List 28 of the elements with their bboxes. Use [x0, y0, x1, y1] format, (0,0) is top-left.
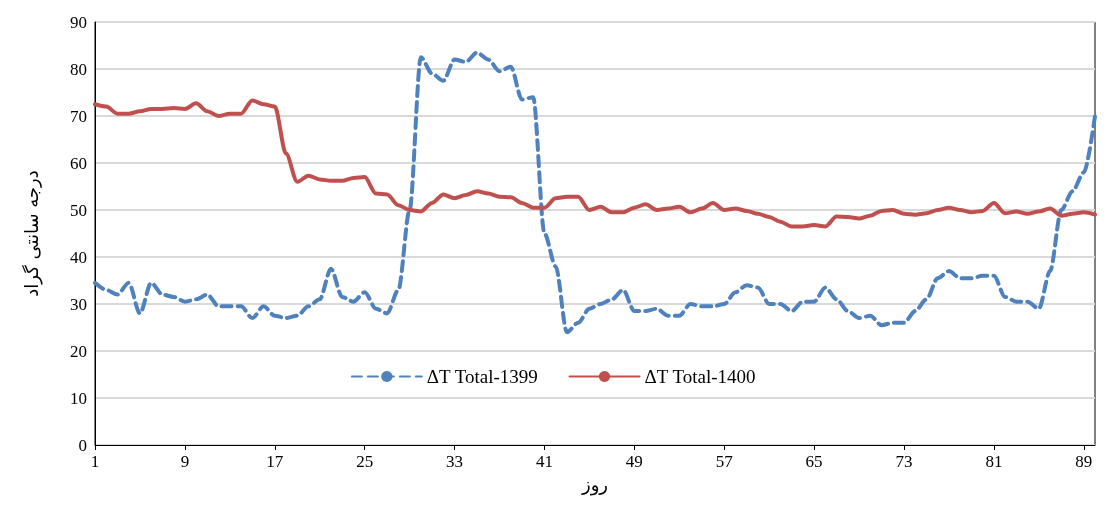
x-tick-label: 81 — [985, 452, 1003, 471]
x-tick-label: 57 — [715, 452, 734, 471]
x-tick-label: 1 — [90, 452, 100, 471]
y-tick-label: 50 — [70, 200, 87, 220]
legend-label: ΔT Total-1399 — [426, 366, 538, 387]
x-tick-label: 25 — [356, 452, 374, 471]
y-tick-label: 80 — [70, 59, 87, 79]
y-axis-title: درجه سانتی گراد — [20, 170, 43, 297]
legend-label: ΔT Total-1400 — [644, 366, 756, 387]
y-tick-label: 60 — [70, 153, 87, 173]
y-tick-label: 70 — [70, 106, 87, 126]
x-tick-label: 41 — [535, 452, 553, 471]
line-series — [93, 98, 1097, 229]
x-tick-label: 89 — [1075, 452, 1093, 471]
x-tick-label: 17 — [266, 452, 284, 471]
x-tick-label: 49 — [625, 452, 643, 471]
x-tick-label: 33 — [446, 452, 464, 471]
y-tick-label: 0 — [78, 435, 87, 455]
y-tick-label: 10 — [70, 388, 87, 408]
x-tick-label: 65 — [805, 452, 823, 471]
x-tick-label: 9 — [180, 452, 190, 471]
y-tick-label: 40 — [70, 247, 87, 267]
x-tick-label: 73 — [895, 452, 913, 471]
x-axis-title: روز — [580, 473, 609, 496]
y-tick-label: 30 — [70, 294, 87, 314]
y-tick-label: 20 — [70, 341, 87, 361]
y-tick-label: 90 — [70, 12, 87, 32]
line-series — [93, 50, 1097, 335]
